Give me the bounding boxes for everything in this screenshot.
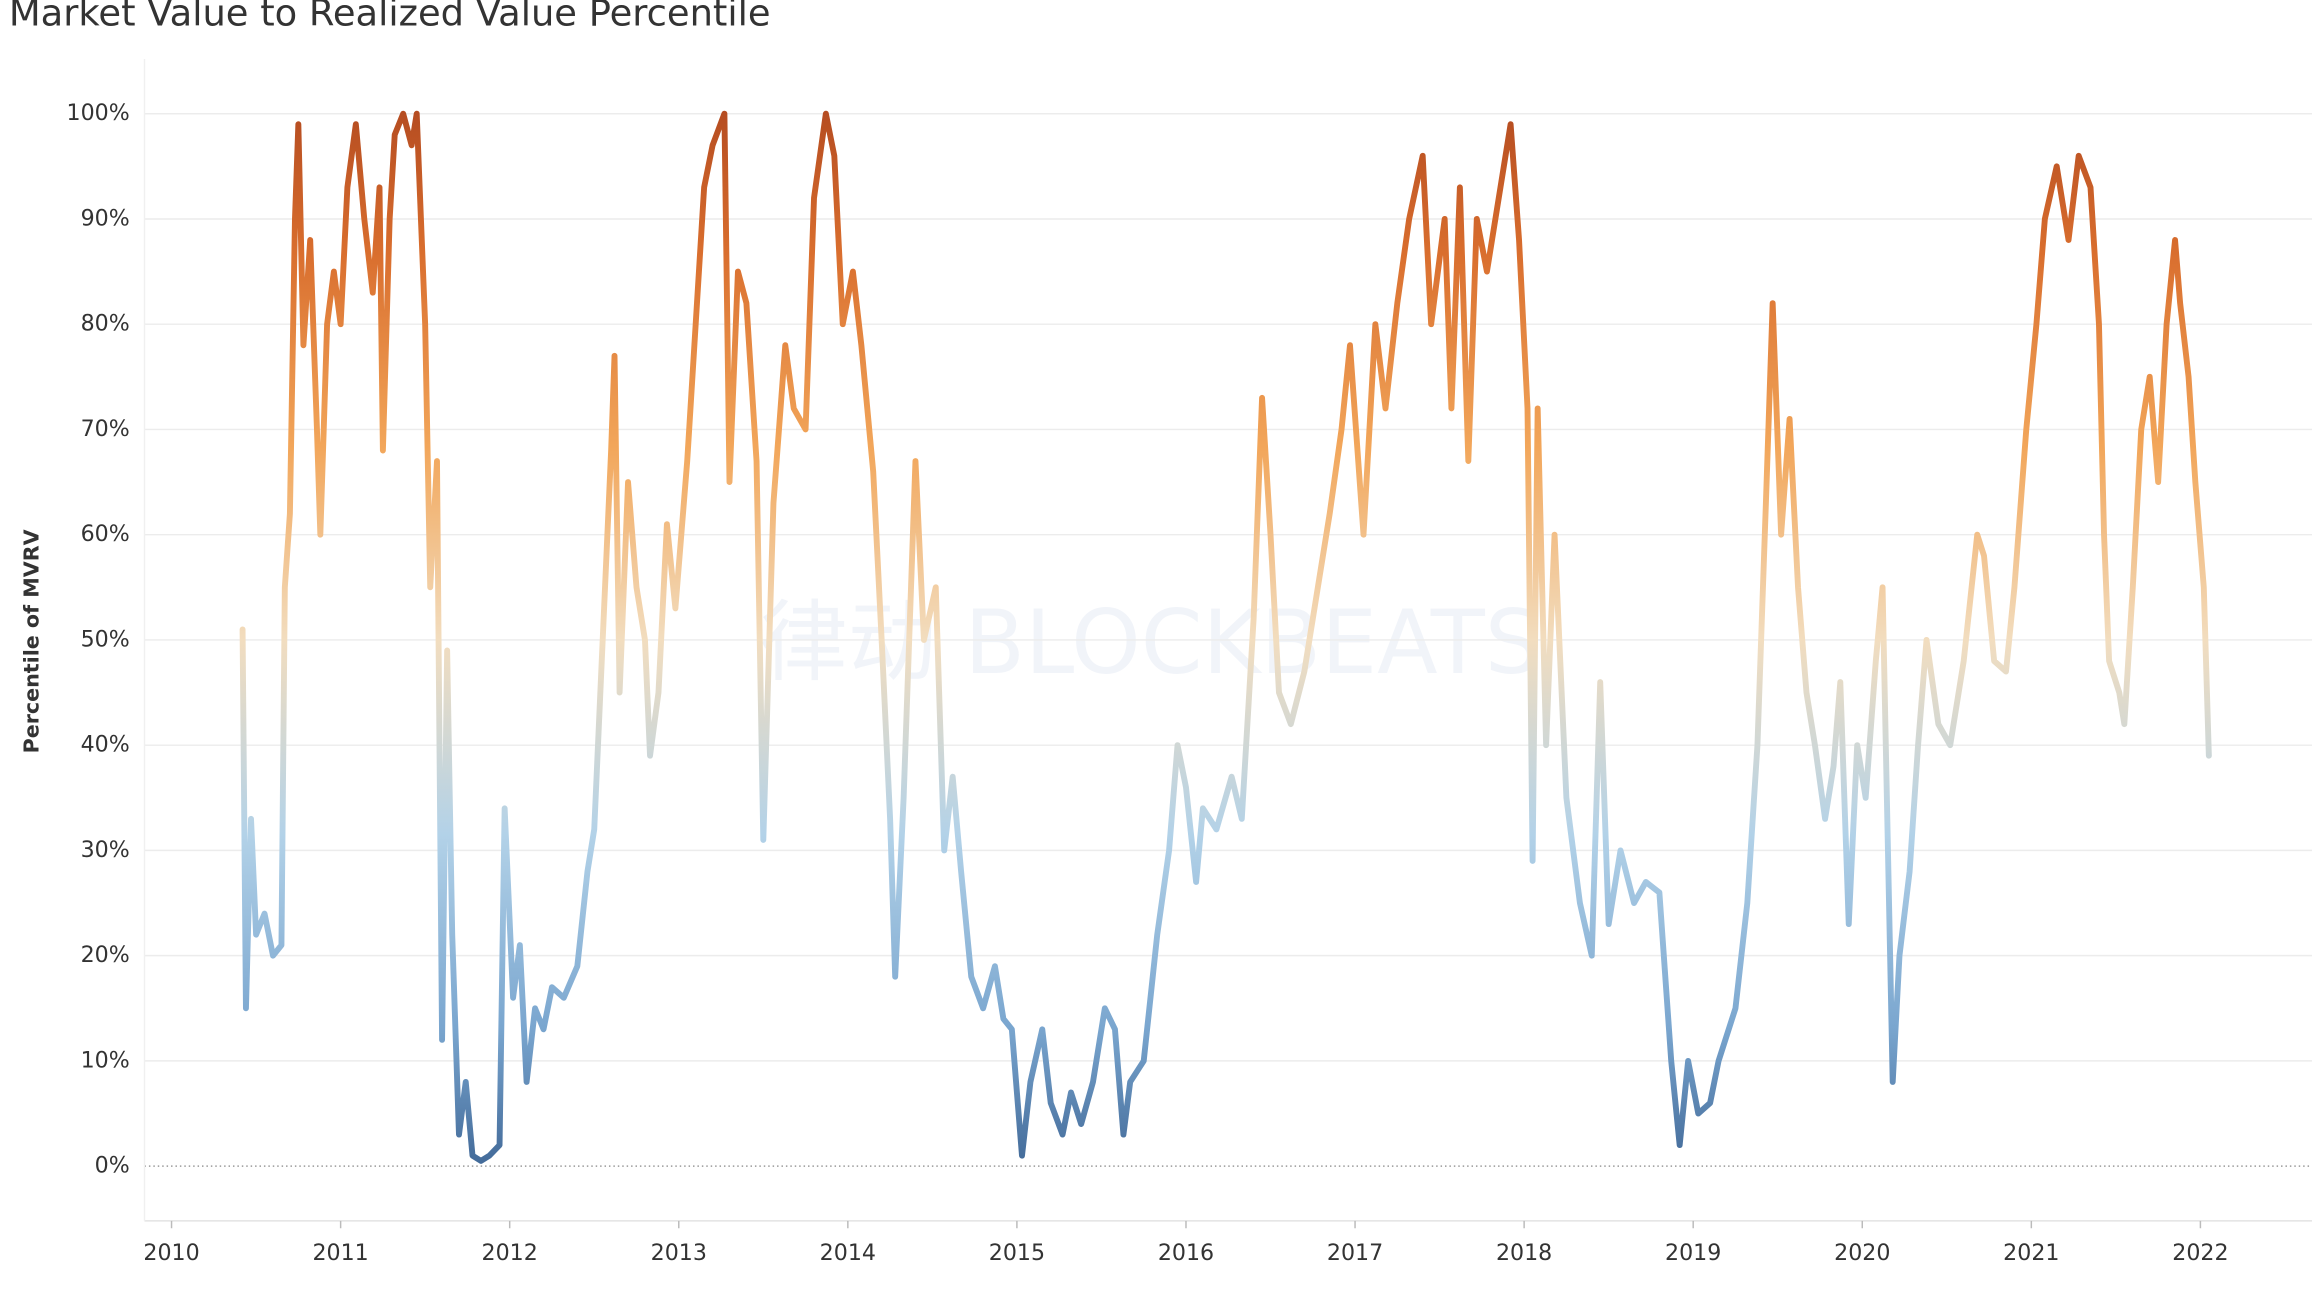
x-tick-label: 2011 (312, 1240, 368, 1266)
y-tick-label: 10% (81, 1047, 130, 1073)
y-axis-label: Percentile of MVRV (19, 529, 43, 753)
y-tick-label: 60% (81, 521, 130, 547)
x-tick-label: 2013 (651, 1240, 707, 1266)
chart-title: Market Value to Realized Value Percentil… (9, 0, 771, 34)
x-tick-label: 2016 (1158, 1240, 1214, 1266)
x-tick-label: 2022 (2172, 1240, 2228, 1266)
x-tick-label: 2020 (1834, 1240, 1890, 1266)
y-tick-label: 90% (81, 205, 130, 231)
x-tick-label: 2012 (482, 1240, 538, 1266)
x-tick-label: 2019 (1665, 1240, 1721, 1266)
x-tick-label: 2021 (2003, 1240, 2059, 1266)
x-tick-label: 2010 (143, 1240, 199, 1266)
x-tick-label: 2017 (1327, 1240, 1383, 1266)
y-tick-label: 40% (81, 732, 130, 758)
y-tick-label: 0% (95, 1153, 130, 1179)
y-tick-label: 30% (81, 837, 130, 863)
watermark: 律动 BLOCKBEATS (759, 591, 1541, 694)
y-tick-label: 100% (67, 100, 130, 126)
y-tick-label: 80% (81, 311, 130, 337)
data-line (239, 110, 2212, 1164)
x-tick-label: 2018 (1496, 1240, 1552, 1266)
y-tick-label: 50% (81, 626, 130, 652)
y-tick-label: 20% (81, 942, 130, 968)
x-tick-label: 2014 (820, 1240, 876, 1266)
x-tick-label: 2015 (989, 1240, 1045, 1266)
y-tick-label: 70% (81, 416, 130, 442)
